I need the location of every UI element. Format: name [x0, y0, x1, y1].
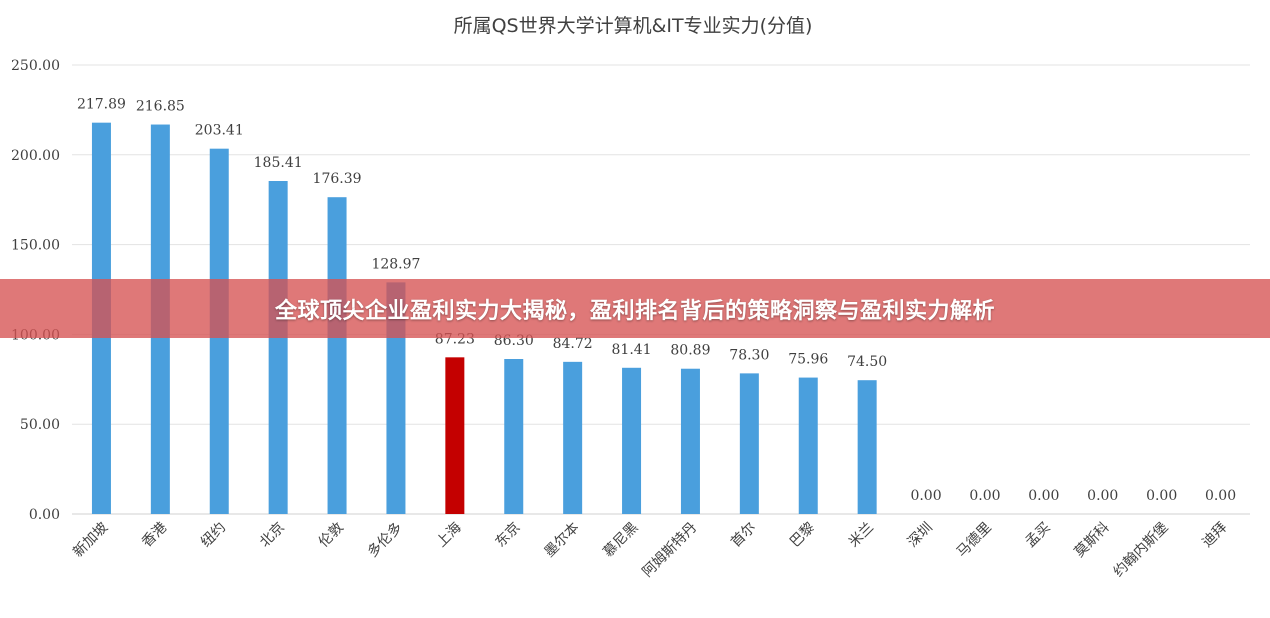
y-tick-label: 50.00 [20, 417, 60, 433]
data-label: 0.00 [910, 488, 941, 504]
x-tick-label: 纽约 [198, 520, 229, 551]
data-label: 84.72 [553, 336, 593, 352]
data-label: 78.30 [729, 347, 769, 363]
bar [504, 359, 524, 514]
data-label: 80.89 [670, 343, 710, 359]
x-tick-label: 孟买 [1023, 520, 1054, 551]
data-label: 0.00 [969, 488, 1000, 504]
data-label: 176.39 [313, 171, 362, 187]
banner-title: 全球顶尖企业盈利实力大揭秘，盈利排名背后的策略洞察与盈利实力解析 [274, 298, 995, 324]
bar [268, 181, 288, 514]
data-label: 203.41 [195, 123, 244, 139]
data-label: 216.85 [136, 99, 185, 115]
x-tick-label: 首尔 [728, 520, 759, 551]
x-tick-label: 东京 [492, 520, 523, 551]
bar [386, 282, 406, 514]
x-tick-label: 伦敦 [316, 520, 347, 551]
data-label: 0.00 [1028, 488, 1059, 504]
x-tick-label: 香港 [139, 520, 170, 551]
y-tick-label: 150.00 [11, 238, 60, 254]
bar [857, 380, 877, 514]
data-label: 128.97 [371, 256, 420, 272]
x-tick-label: 米兰 [846, 520, 877, 551]
x-tick-label: 阿姆斯特丹 [639, 520, 700, 581]
x-tick-label: 慕尼黑 [600, 520, 641, 561]
x-tick-label: 新加坡 [70, 520, 111, 561]
bars [91, 122, 877, 515]
bar [563, 361, 583, 514]
bar [622, 367, 642, 514]
x-tick-label: 深圳 [905, 520, 936, 551]
data-label: 75.96 [788, 352, 828, 368]
y-tick-label: 250.00 [11, 58, 60, 74]
bar [680, 368, 700, 514]
x-tick-label: 巴黎 [787, 520, 818, 551]
x-tick-label: 莫斯科 [1072, 520, 1113, 561]
bar [798, 377, 818, 514]
data-label: 185.41 [254, 155, 303, 171]
data-label: 81.41 [612, 342, 652, 358]
bar [739, 373, 759, 514]
chart-title: 所属QS世界大学计算机&IT专业实力(分值) [454, 15, 813, 37]
data-label: 0.00 [1087, 488, 1118, 504]
x-tick-label: 多伦多 [364, 519, 406, 561]
y-tick-label: 0.00 [29, 507, 60, 523]
x-tick-label: 北京 [257, 520, 288, 551]
data-label: 0.00 [1146, 488, 1177, 504]
x-tick-label: 墨尔本 [541, 520, 582, 561]
data-label: 217.89 [77, 97, 126, 113]
data-label: 74.50 [847, 354, 887, 370]
x-tick-label: 马德里 [954, 520, 995, 561]
overlay-banner: 全球顶尖企业盈利实力大揭秘，盈利排名背后的策略洞察与盈利实力解析 [0, 279, 1270, 338]
bar [445, 357, 465, 514]
data-label: 0.00 [1205, 488, 1236, 504]
y-tick-label: 200.00 [11, 148, 60, 164]
bar [327, 197, 347, 515]
x-tick-label: 迪拜 [1199, 520, 1230, 551]
data-labels: 217.89 216.85203.41185.41176.39128.9787.2… [77, 97, 1236, 504]
x-tick-label: 上海 [434, 520, 465, 551]
x-tick-label: 约翰内斯堡 [1111, 520, 1172, 581]
